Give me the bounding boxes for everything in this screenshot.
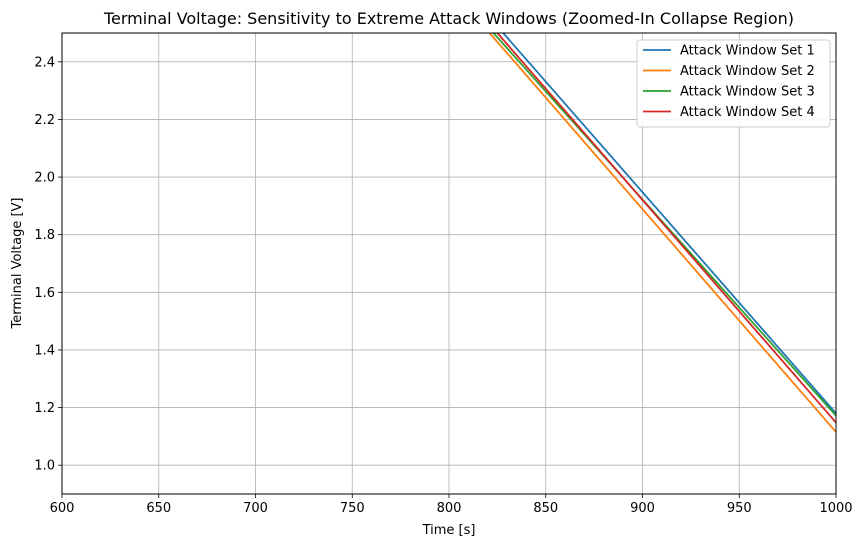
y-tick-label: 1.4 [34,343,55,358]
y-tick-label: 2.0 [34,171,55,186]
x-tick-label: 800 [437,501,462,516]
series-line-2 [488,32,837,433]
legend-box [636,39,831,128]
y-tick-label: 2.2 [34,113,55,128]
legend-label-3: Attack Window Set 3 [680,85,815,100]
series-line-4 [496,32,837,424]
x-axis-ticks: 600 650 700 750 800 850 900 950 1000 [50,494,853,516]
y-axis-ticks: 1.0 1.2 1.4 1.6 1.8 2.0 2.2 2.4 [34,55,62,474]
y-tick-label: 1.8 [34,228,55,243]
legend-label-4: Attack Window Set 4 [680,105,815,120]
x-tick-label: 950 [727,501,752,516]
y-axis-label: Terminal Voltage [V] [10,197,25,329]
x-tick-label: 650 [146,501,171,516]
x-tick-label: 1000 [819,501,852,516]
x-tick-label: 750 [340,501,365,516]
legend-label-1: Attack Window Set 1 [680,44,815,59]
y-tick-label: 1.0 [34,459,55,474]
legend-label-2: Attack Window Set 2 [680,64,815,79]
legend: Attack Window Set 1 Attack Window Set 2 At… [636,39,831,128]
x-tick-label: 600 [50,501,75,516]
y-tick-label: 1.2 [34,401,55,416]
y-tick-label: 2.4 [34,55,55,70]
series-line-1 [502,32,837,414]
y-tick-label: 1.6 [34,286,55,301]
chart-title: Terminal Voltage: Sensitivity to Extreme… [103,9,794,28]
grid [61,33,837,494]
x-tick-label: 900 [630,501,655,516]
series-lines [488,32,837,433]
x-tick-label: 850 [533,501,558,516]
x-axis-label: Time [s] [422,523,476,538]
x-tick-label: 700 [243,501,268,516]
